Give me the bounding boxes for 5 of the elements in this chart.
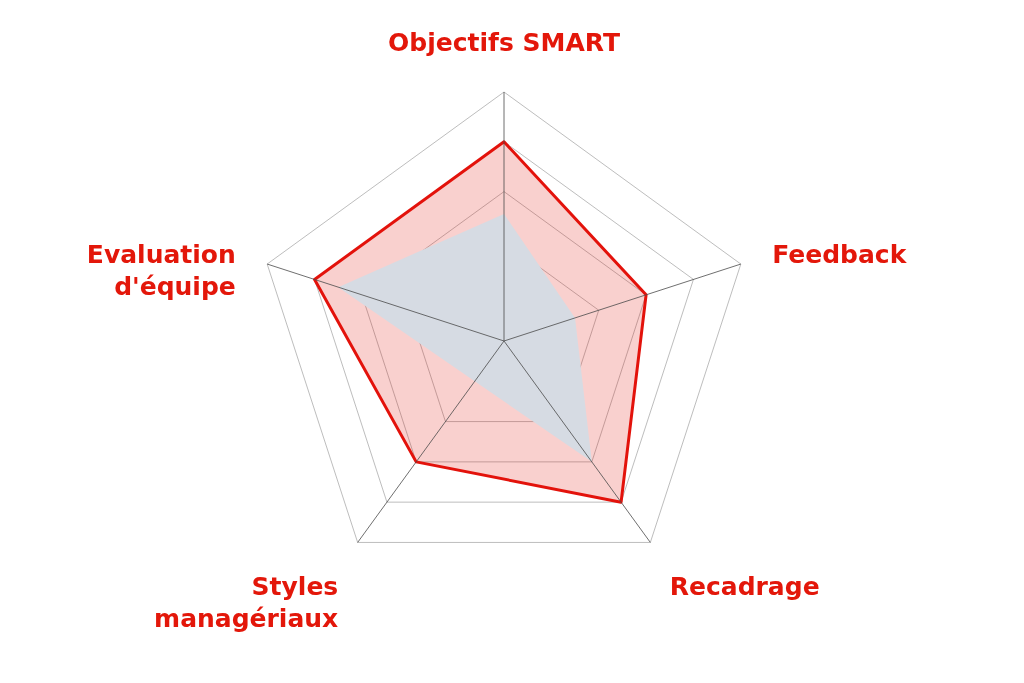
spoke-label: Recadrage — [669, 571, 820, 601]
spoke-label: Styles managériaux — [154, 571, 339, 633]
spoke-label: Feedback — [772, 239, 908, 269]
spoke-label: Objectifs SMART — [388, 27, 620, 57]
spoke-label: Evaluation d'équipe — [86, 239, 236, 301]
